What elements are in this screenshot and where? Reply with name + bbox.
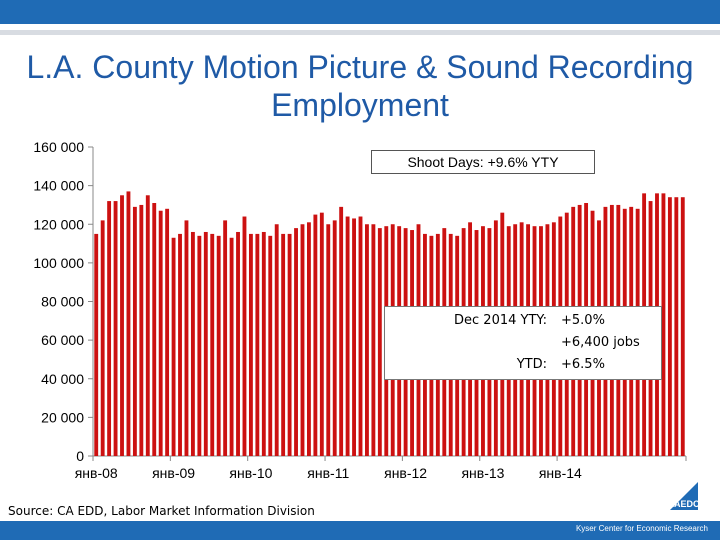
y-tick-label: 40 000 bbox=[41, 371, 84, 387]
callout-yty-value: +5.0% bbox=[561, 313, 605, 328]
y-tick-label: 140 000 bbox=[33, 178, 84, 194]
callout-ytd-value: +6.5% bbox=[561, 357, 605, 372]
bar bbox=[268, 235, 273, 456]
callout-jobs-value: +6,400 jobs bbox=[561, 335, 640, 350]
bar bbox=[339, 206, 344, 456]
bar bbox=[190, 231, 195, 456]
footer-text: Kyser Center for Economic Research bbox=[575, 524, 708, 533]
y-tick-label: 100 000 bbox=[33, 255, 84, 271]
bar bbox=[287, 233, 292, 456]
bar bbox=[674, 197, 679, 456]
y-tick-label: 120 000 bbox=[33, 216, 84, 232]
bar bbox=[281, 233, 286, 456]
bar bbox=[158, 210, 163, 456]
bar bbox=[223, 220, 228, 456]
callout-row-ytd: YTD: +6.5% bbox=[385, 355, 661, 375]
bar bbox=[306, 222, 311, 456]
laedc-logo: LAEDC bbox=[669, 482, 700, 510]
x-tick-label: янв-13 bbox=[461, 465, 504, 481]
x-tick-label: янв-08 bbox=[75, 465, 118, 481]
bar bbox=[332, 220, 337, 456]
bar bbox=[667, 197, 672, 456]
y-tick-label: 0 bbox=[76, 448, 84, 464]
top-divider bbox=[0, 30, 720, 35]
bar bbox=[365, 224, 369, 456]
bar bbox=[345, 216, 350, 456]
bar bbox=[242, 216, 247, 456]
x-tick-label: янв-09 bbox=[152, 465, 195, 481]
bar bbox=[197, 235, 202, 456]
bar bbox=[132, 206, 137, 456]
bar bbox=[216, 235, 221, 456]
bar bbox=[313, 214, 318, 456]
bar bbox=[120, 195, 124, 456]
callout-row-yty: Dec 2014 YTY: +5.0% bbox=[385, 311, 661, 331]
x-tick-label: янв-12 bbox=[384, 465, 427, 481]
bar bbox=[145, 195, 150, 456]
bar bbox=[680, 197, 685, 456]
bar bbox=[229, 237, 234, 456]
callout-row-jobs: +6,400 jobs bbox=[385, 333, 661, 353]
bar bbox=[319, 212, 324, 456]
top-band bbox=[0, 0, 720, 24]
bar bbox=[178, 233, 182, 456]
y-tick-label: 80 000 bbox=[41, 294, 84, 310]
bar bbox=[94, 233, 99, 456]
bar bbox=[165, 208, 170, 456]
bar bbox=[184, 220, 189, 456]
source-note: Source: CA EDD, Labor Market Information… bbox=[8, 504, 315, 518]
bar bbox=[203, 231, 208, 456]
shoot-days-callout: Shoot Days: +9.6% YTY bbox=[371, 150, 595, 174]
bar bbox=[171, 237, 176, 456]
y-tick-label: 160 000 bbox=[33, 139, 84, 155]
y-tick-label: 20 000 bbox=[41, 409, 84, 425]
y-tick-label: 60 000 bbox=[41, 332, 84, 348]
bar bbox=[377, 228, 382, 456]
x-tick-label: янв-14 bbox=[539, 465, 582, 481]
bar bbox=[661, 193, 666, 456]
bar bbox=[210, 233, 215, 456]
bar bbox=[126, 191, 131, 456]
bar bbox=[139, 204, 144, 456]
callout-ytd-label: YTD: bbox=[516, 357, 547, 372]
bar bbox=[326, 224, 331, 456]
bar bbox=[352, 218, 356, 456]
bar bbox=[294, 228, 298, 456]
logo-text: LAEDC bbox=[669, 499, 700, 509]
bar bbox=[255, 233, 260, 456]
bar bbox=[358, 216, 363, 456]
bar bbox=[100, 220, 105, 456]
callout-yty-label: Dec 2014 YTY: bbox=[454, 313, 547, 328]
bar bbox=[248, 233, 253, 456]
bar bbox=[152, 203, 157, 456]
page-title: L.A. County Motion Picture & Sound Recor… bbox=[26, 49, 694, 123]
x-tick-label: янв-11 bbox=[307, 465, 349, 481]
bar bbox=[371, 224, 376, 456]
bar bbox=[236, 231, 240, 456]
bar bbox=[274, 224, 279, 456]
bottom-band bbox=[0, 521, 720, 540]
bar bbox=[107, 201, 112, 456]
x-tick-label: янв-10 bbox=[229, 465, 272, 481]
bar bbox=[261, 231, 266, 456]
dec-2014-callout: Dec 2014 YTY: +5.0% +6,400 jobs YTD: +6.… bbox=[384, 306, 662, 380]
bar bbox=[300, 224, 305, 456]
bar bbox=[113, 201, 118, 456]
